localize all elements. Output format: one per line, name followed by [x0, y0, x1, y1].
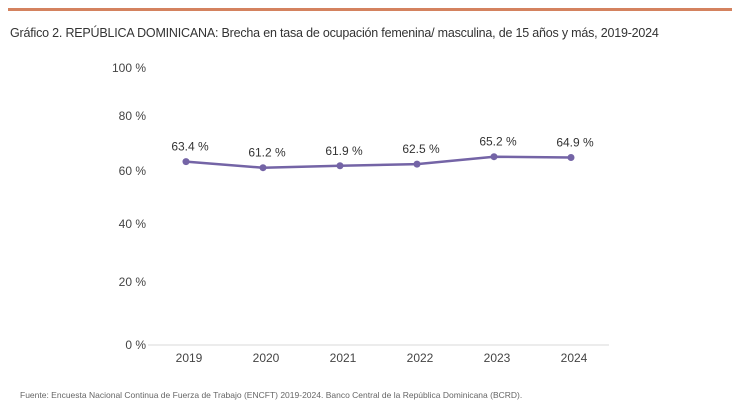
- data-label: 61.9 %: [325, 144, 363, 158]
- data-point: [182, 158, 190, 166]
- data-label: 64.9 %: [556, 136, 594, 150]
- x-tick-label: 2022: [407, 351, 434, 365]
- x-tick-label: 2021: [330, 351, 357, 365]
- y-tick-label: 40 %: [119, 217, 147, 231]
- series-line: [185, 155, 572, 169]
- y-tick-label: 20 %: [119, 275, 147, 289]
- y-tick-label: 60 %: [119, 164, 147, 178]
- x-tick-label: 2019: [176, 351, 203, 365]
- data-label: 63.4 %: [171, 140, 209, 154]
- x-tick-label: 2020: [253, 351, 280, 365]
- y-tick-label: 100 %: [112, 61, 146, 75]
- y-tick-label: 0 %: [125, 338, 146, 352]
- data-point: [413, 160, 421, 168]
- data-point: [336, 162, 344, 170]
- data-label: 65.2 %: [479, 135, 517, 149]
- top-accent-rule: [8, 8, 732, 11]
- x-tick-label: 2024: [561, 351, 588, 365]
- y-tick-label: 80 %: [119, 109, 147, 123]
- data-point: [490, 153, 498, 161]
- data-point: [259, 164, 267, 172]
- data-point: [567, 154, 575, 162]
- data-label: 61.2 %: [248, 146, 286, 160]
- x-tick-label: 2023: [484, 351, 511, 365]
- chart-title: Gráfico 2. REPÚBLICA DOMINICANA: Brecha …: [10, 26, 659, 40]
- source-note: Fuente: Encuesta Nacional Continua de Fu…: [20, 390, 523, 400]
- data-label: 62.5 %: [402, 142, 440, 156]
